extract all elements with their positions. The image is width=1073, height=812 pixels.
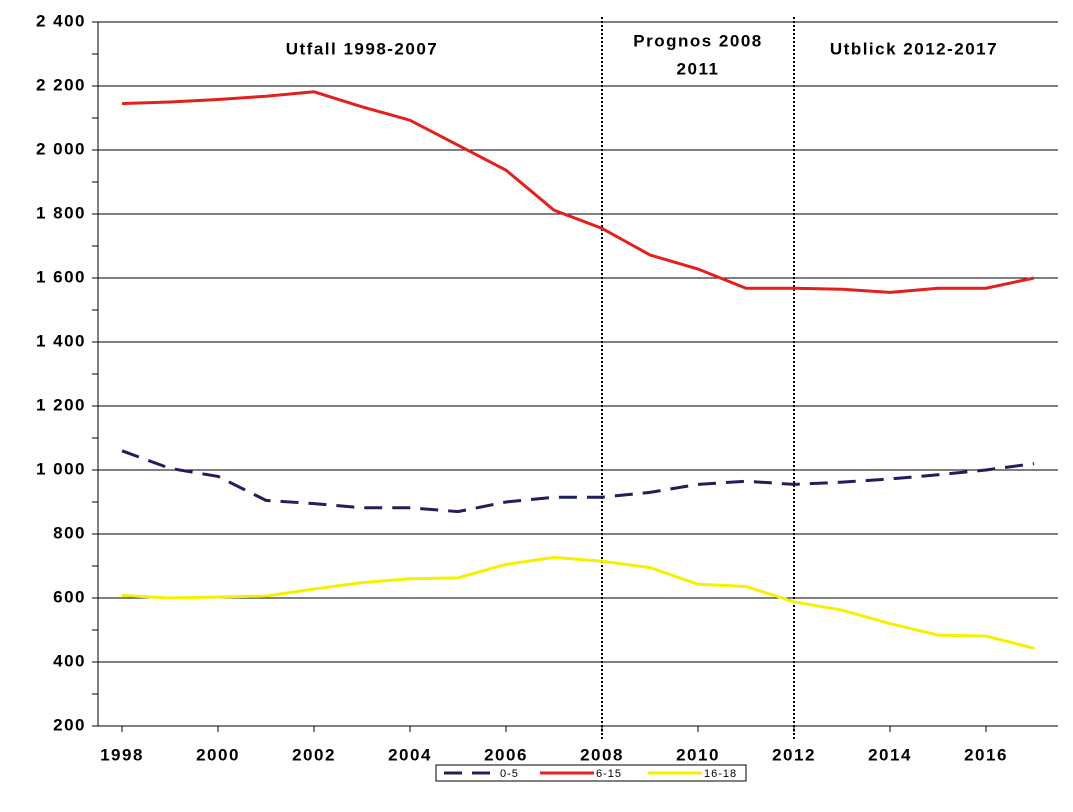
- y-tick-label: 1 400: [36, 331, 86, 350]
- annotation: Utblick 2012-2017: [830, 39, 998, 58]
- series-line: [121, 555, 1035, 650]
- legend-label: 0-5: [500, 768, 519, 780]
- x-tick-label: 2010: [676, 745, 720, 764]
- annotation: Prognos 2008: [633, 31, 763, 50]
- y-tick-label: 1 800: [36, 203, 86, 222]
- x-tick-label: 2000: [196, 745, 240, 764]
- annotation: Utfall 1998-2007: [286, 39, 439, 58]
- y-tick-label: 800: [53, 523, 86, 542]
- series-line: [121, 449, 1035, 514]
- x-tick-label: 2002: [292, 745, 336, 764]
- x-tick-label: 2012: [772, 745, 816, 764]
- annotation: 2011: [677, 59, 720, 78]
- legend-label: 6-15: [596, 768, 622, 780]
- x-tick-label: 2006: [484, 745, 528, 764]
- x-tick-label: 2004: [388, 745, 432, 764]
- y-tick-label: 2 200: [36, 75, 86, 94]
- y-tick-label: 600: [53, 587, 86, 606]
- y-tick-label: 2 400: [36, 11, 86, 30]
- x-tick-label: 2008: [580, 745, 624, 764]
- y-tick-label: 200: [53, 715, 86, 734]
- x-tick-label: 2016: [964, 745, 1008, 764]
- y-tick-label: 1 600: [36, 267, 86, 286]
- x-tick-label: 1998: [100, 745, 144, 764]
- x-tick-label: 2014: [868, 745, 912, 764]
- y-tick-label: 1 200: [36, 395, 86, 414]
- series-line: [121, 90, 1035, 294]
- y-tick-label: 1 000: [36, 459, 86, 478]
- legend-label: 16-18: [704, 768, 737, 780]
- y-tick-label: 2 000: [36, 139, 86, 158]
- y-tick-label: 400: [53, 651, 86, 670]
